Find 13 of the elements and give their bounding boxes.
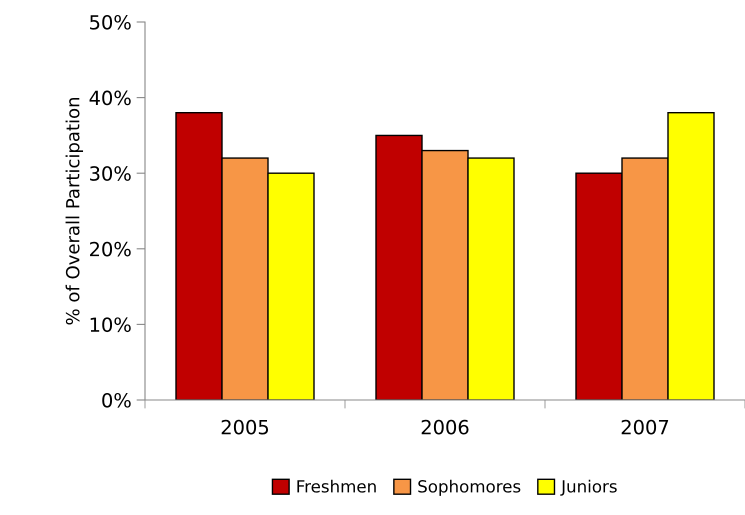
legend-label: Sophomores xyxy=(418,480,520,496)
legend-label: Juniors xyxy=(560,480,617,496)
x-tick-label: 2007 xyxy=(622,420,668,434)
y-tick-label: 20% xyxy=(90,242,131,256)
y-tick-label: 0% xyxy=(102,392,131,408)
x-tick-label: 2006 xyxy=(422,420,469,434)
y-tick-label: 40% xyxy=(90,90,131,106)
y-tick-label: 50% xyxy=(90,14,131,30)
y-tick-label: 30% xyxy=(90,166,131,181)
legend-label: Freshmen xyxy=(297,480,376,493)
x-tick-label: 2005 xyxy=(222,420,268,434)
y-axis-title: % of Overall Participation xyxy=(66,98,84,325)
y-tick-label: 10% xyxy=(90,317,131,332)
